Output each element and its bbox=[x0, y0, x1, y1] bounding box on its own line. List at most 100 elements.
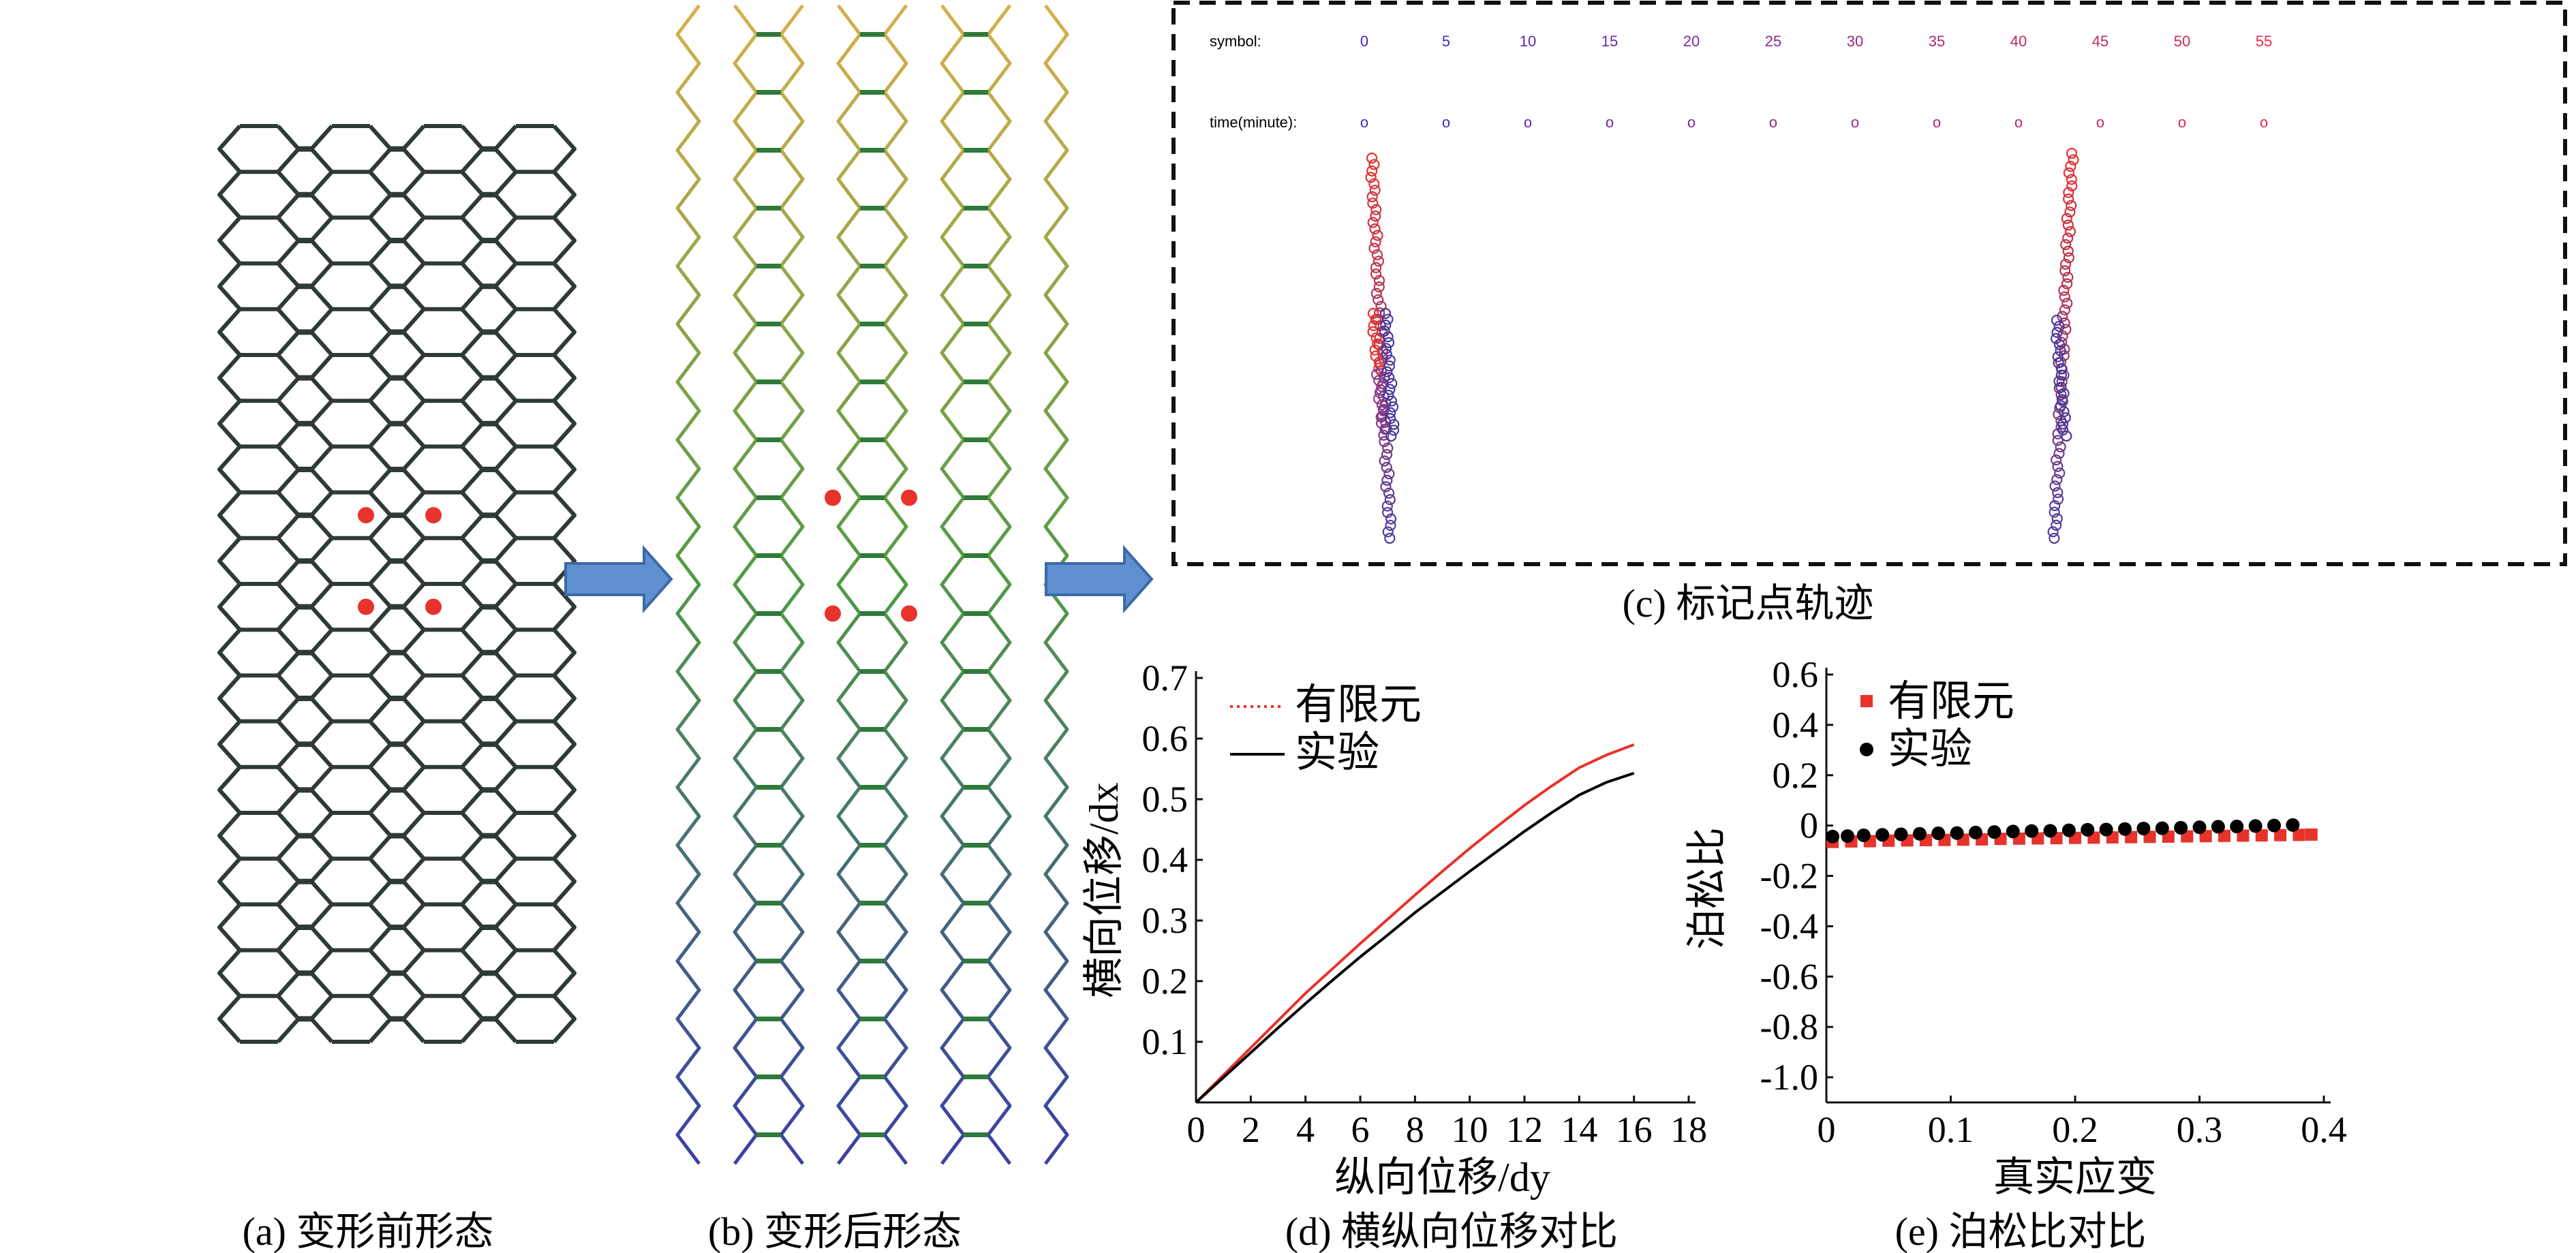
y-tick-label: 0.5 bbox=[1142, 779, 1189, 820]
symbol-value: 55 bbox=[2256, 33, 2272, 50]
symbol-value: 45 bbox=[2092, 33, 2109, 50]
trajectory-point bbox=[1365, 172, 1377, 183]
legend-swatch bbox=[1860, 743, 1873, 756]
data-point-circle bbox=[2025, 824, 2039, 838]
trajectory-point bbox=[2055, 441, 2066, 453]
chart-d-displacement: 0 2 4 6 8 10 12 14 16 18 0.1 0.2 0.3 0.4 0.5 0.6 0.7 纵向位移… bbox=[1082, 658, 1707, 1200]
data-point-circle bbox=[2192, 820, 2207, 835]
series-line bbox=[1195, 743, 1635, 1104]
trajectory-point bbox=[1370, 268, 1382, 280]
trajectory-point bbox=[2051, 332, 2062, 344]
marker-point bbox=[358, 598, 374, 615]
trajectory-point bbox=[2053, 320, 2065, 332]
marker-point bbox=[825, 605, 841, 622]
trajectory-point bbox=[1379, 325, 1390, 337]
trajectory-point bbox=[2052, 461, 2064, 472]
block-arrow-right-icon bbox=[1045, 544, 1154, 614]
trajectory-point bbox=[2051, 326, 2063, 338]
panel-b-caption: (b) 变形后形态 bbox=[708, 1209, 962, 1253]
marker-point bbox=[825, 489, 841, 506]
trajectory-point bbox=[1366, 165, 1378, 177]
trajectory-point bbox=[1381, 348, 1392, 360]
trajectory-point bbox=[1378, 429, 1390, 441]
trajectory-point bbox=[2052, 486, 2064, 499]
data-point-square bbox=[2274, 829, 2287, 841]
marker-point bbox=[901, 489, 917, 506]
trajectory-point bbox=[2057, 424, 2069, 436]
data-point-circle bbox=[1826, 829, 1840, 844]
trajectory-point bbox=[1382, 507, 1394, 519]
x-tick-label: 0 bbox=[1818, 1109, 1836, 1150]
trajectory-point bbox=[2066, 147, 2078, 159]
symbol-value: 5 bbox=[1442, 33, 1450, 50]
trajectory-point bbox=[2062, 271, 2074, 283]
legend-entry: 实验 bbox=[1295, 730, 1379, 776]
trajectory-point bbox=[2052, 493, 2064, 505]
trajectory-point bbox=[1382, 313, 1394, 325]
trajectory-point bbox=[2061, 278, 2073, 290]
y-tick-label: 0.7 bbox=[1142, 658, 1189, 698]
time-marker-symbol: o bbox=[1524, 114, 1532, 131]
trajectory-point bbox=[1367, 198, 1379, 209]
trajectory-point bbox=[1368, 159, 1380, 170]
trajectory-point bbox=[2062, 245, 2074, 257]
y-tick-label: -0.6 bbox=[1760, 956, 1818, 997]
symbol-value: 30 bbox=[1847, 33, 1863, 50]
trajectory-point bbox=[2055, 400, 2067, 412]
time-marker-symbol: o bbox=[2178, 114, 2186, 131]
trajectory-point bbox=[1381, 500, 1393, 512]
trajectory-point bbox=[1383, 468, 1395, 480]
trajectory-point bbox=[2061, 430, 2072, 442]
data-point-square bbox=[2305, 828, 2318, 841]
trajectory-point bbox=[1382, 442, 1394, 454]
data-point-square bbox=[2255, 829, 2268, 842]
data-point-circle bbox=[1841, 829, 1855, 844]
trajectory-point bbox=[1379, 455, 1390, 467]
panel-a-caption: (a) 变形前形态 bbox=[243, 1209, 494, 1253]
marker-point bbox=[425, 507, 442, 524]
x-tick-label: 2 bbox=[1242, 1109, 1260, 1150]
trajectory-point bbox=[2060, 238, 2072, 251]
x-tick-label: 0.1 bbox=[1928, 1109, 1974, 1150]
trajectory-point bbox=[2052, 351, 2064, 362]
block-arrow-right-icon bbox=[564, 544, 673, 614]
y-tick-label: -1.0 bbox=[1760, 1057, 1818, 1098]
time-marker-symbol: o bbox=[1360, 114, 1368, 131]
trajectory-point bbox=[1386, 377, 1398, 389]
cell-column-left-edge bbox=[986, 4, 1012, 1165]
trajectory-point bbox=[2066, 200, 2077, 211]
data-point-circle bbox=[2081, 822, 2095, 837]
cell-column-left-edge bbox=[401, 125, 426, 1043]
trajectory-point bbox=[1380, 481, 1392, 493]
time-marker-symbol: o bbox=[1687, 114, 1696, 131]
trajectory-point bbox=[2064, 206, 2076, 218]
time-marker-symbol: o bbox=[2096, 114, 2104, 131]
x-tick-label: 10 bbox=[1452, 1109, 1488, 1150]
trajectory-point bbox=[1373, 393, 1385, 405]
trajectory-point bbox=[1371, 249, 1383, 260]
trajectory-point bbox=[1366, 191, 1378, 202]
trajectory-point bbox=[2058, 406, 2070, 418]
trajectory-point bbox=[1369, 223, 1381, 235]
trajectory-point bbox=[1383, 372, 1395, 384]
data-point-circle bbox=[2006, 824, 2020, 839]
cell-column-left-edge bbox=[675, 4, 701, 1165]
symbol-value: 15 bbox=[1601, 33, 1618, 50]
cell-column-left-edge bbox=[779, 4, 805, 1165]
data-point-circle bbox=[2211, 820, 2225, 834]
y-tick-label: 0 bbox=[1800, 805, 1818, 846]
trajectory-point bbox=[2049, 480, 2061, 492]
cell-column-right-edge bbox=[460, 125, 485, 1043]
trajectory-point bbox=[2055, 369, 2067, 381]
trajectory-point bbox=[2051, 519, 2062, 531]
trajectory-point bbox=[1376, 399, 1388, 411]
trajectory-point bbox=[1384, 384, 1396, 395]
legend-entry: 实验 bbox=[1888, 726, 1972, 773]
trajectory-point bbox=[1384, 532, 1396, 544]
trajectory-point bbox=[1375, 417, 1387, 429]
x-tick-label: 4 bbox=[1296, 1109, 1315, 1150]
trajectory-point bbox=[1383, 337, 1395, 348]
trajectory-point bbox=[1368, 320, 1379, 331]
trajectory-point bbox=[2068, 154, 2079, 166]
